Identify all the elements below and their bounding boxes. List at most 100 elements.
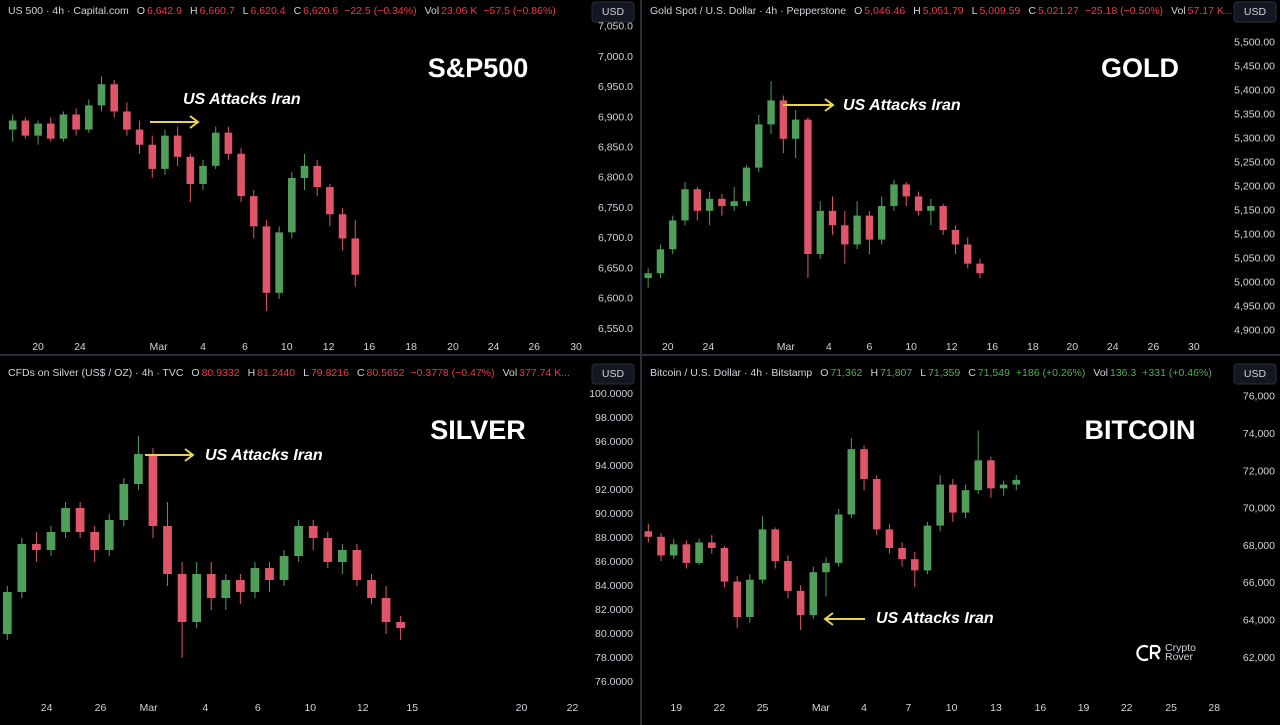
x-tick-label: 26	[1147, 341, 1159, 353]
header-value: 377.74 K...	[519, 367, 570, 379]
y-tick-label: 76,000	[1243, 391, 1275, 403]
y-tick-label: 74,000	[1243, 428, 1275, 440]
x-tick-label: 12	[357, 702, 369, 714]
x-tick-label: 13	[990, 702, 1002, 714]
candle-body	[949, 484, 957, 513]
candle-body	[718, 198, 726, 207]
header-value: 5,046.46	[864, 5, 905, 17]
candle-body	[730, 201, 738, 207]
header-value: 5,009.59	[979, 5, 1020, 17]
header-label: Vol	[503, 367, 518, 379]
candle-body	[192, 574, 202, 622]
candle-body	[186, 156, 195, 185]
header-label: L	[303, 367, 309, 379]
candle-body	[644, 531, 653, 537]
candle-body	[275, 232, 283, 293]
header-value: 136.3	[1110, 367, 1136, 379]
candle-body	[707, 542, 716, 549]
y-tick-label: 76.0000	[595, 676, 633, 688]
x-tick-label: 4	[202, 702, 208, 714]
candle-body	[834, 514, 843, 563]
candle-body	[964, 244, 972, 264]
x-tick-label: 25	[757, 702, 769, 714]
candle-body	[860, 449, 868, 479]
header-label: Vol	[425, 5, 440, 17]
x-tick-label: 24	[74, 341, 86, 353]
candle-body	[865, 215, 874, 240]
x-tick-label: 12	[946, 341, 958, 353]
y-tick-label: 4,950.00	[1234, 301, 1275, 313]
x-tick-label: 20	[32, 341, 44, 353]
y-tick-label: 6,850.0	[598, 142, 633, 154]
x-tick-label: 10	[905, 341, 917, 353]
candle-body	[910, 559, 919, 571]
y-tick-label: 5,050.00	[1234, 253, 1275, 265]
x-tick-label: 22	[567, 702, 579, 714]
y-tick-label: 6,700.0	[598, 232, 633, 244]
candle-body	[705, 198, 714, 211]
y-tick-label: 86.0000	[595, 556, 633, 568]
candle-body	[804, 119, 812, 255]
header-value: 57.17 K...	[1188, 5, 1233, 17]
candle-body	[294, 526, 304, 556]
candle-body	[999, 484, 1008, 489]
y-tick-label: 78.0000	[595, 652, 633, 664]
header-value: 80.9332	[202, 367, 240, 379]
candle-body	[177, 574, 187, 622]
candle-body	[961, 490, 970, 513]
candle-body	[249, 196, 258, 227]
currency: USD	[602, 6, 625, 18]
candle-body	[308, 526, 318, 538]
candle-body	[17, 544, 27, 592]
y-tick-label: 6,900.0	[598, 111, 633, 123]
header-label: C	[1028, 5, 1036, 17]
panel-title: BITCOIN	[1085, 415, 1196, 445]
header-label: O	[854, 5, 862, 17]
candle-body	[46, 532, 56, 550]
candle-body	[742, 167, 751, 202]
x-tick-label: 30	[1188, 341, 1200, 353]
header-value: −0.3778 (−0.47%)	[411, 367, 495, 379]
candle-body	[902, 184, 910, 197]
y-tick-label: 5,150.00	[1234, 205, 1275, 217]
candle-body	[206, 574, 216, 598]
x-tick-label: 26	[95, 702, 107, 714]
x-tick-label: 24	[41, 702, 53, 714]
header-symbol: Gold Spot / U.S. Dollar · 4h · Peppersto…	[650, 5, 846, 17]
y-tick-label: 5,500.00	[1234, 37, 1275, 49]
candle-body	[323, 538, 333, 562]
header-label: O	[137, 5, 145, 17]
header-value: 5,051.79	[923, 5, 964, 17]
candle-body	[313, 165, 322, 188]
header-value: 23.06 K	[441, 5, 477, 17]
y-tick-label: 5,100.00	[1234, 229, 1275, 241]
candle-body	[656, 249, 665, 274]
candle-body	[779, 100, 788, 139]
candle-body	[669, 220, 677, 250]
candle-body	[21, 120, 30, 136]
x-tick-label: 18	[1027, 341, 1039, 353]
candle-body	[300, 165, 309, 178]
header-label: Vol	[1093, 367, 1108, 379]
header-value: 71,362	[830, 367, 862, 379]
candle-body	[951, 230, 960, 245]
candle-body	[326, 187, 334, 215]
x-tick-label: 30	[570, 341, 582, 353]
header-value: 5,021.27	[1038, 5, 1079, 17]
candle-body	[767, 100, 775, 125]
candle-body	[987, 460, 995, 489]
header-label: H	[248, 367, 256, 379]
header-value: 71,359	[928, 367, 960, 379]
candle-body	[755, 124, 763, 168]
header-label: Vol	[1171, 5, 1186, 17]
candle-body	[173, 135, 182, 157]
candle-body	[682, 544, 691, 563]
candle-body	[936, 484, 944, 526]
candle-body	[72, 114, 80, 130]
candle-body	[746, 579, 754, 618]
annotation-arrow	[823, 612, 865, 626]
x-tick-label: 10	[304, 702, 316, 714]
candle-body	[381, 598, 391, 622]
y-tick-label: 4,900.00	[1234, 325, 1275, 337]
candle-body	[878, 206, 886, 240]
